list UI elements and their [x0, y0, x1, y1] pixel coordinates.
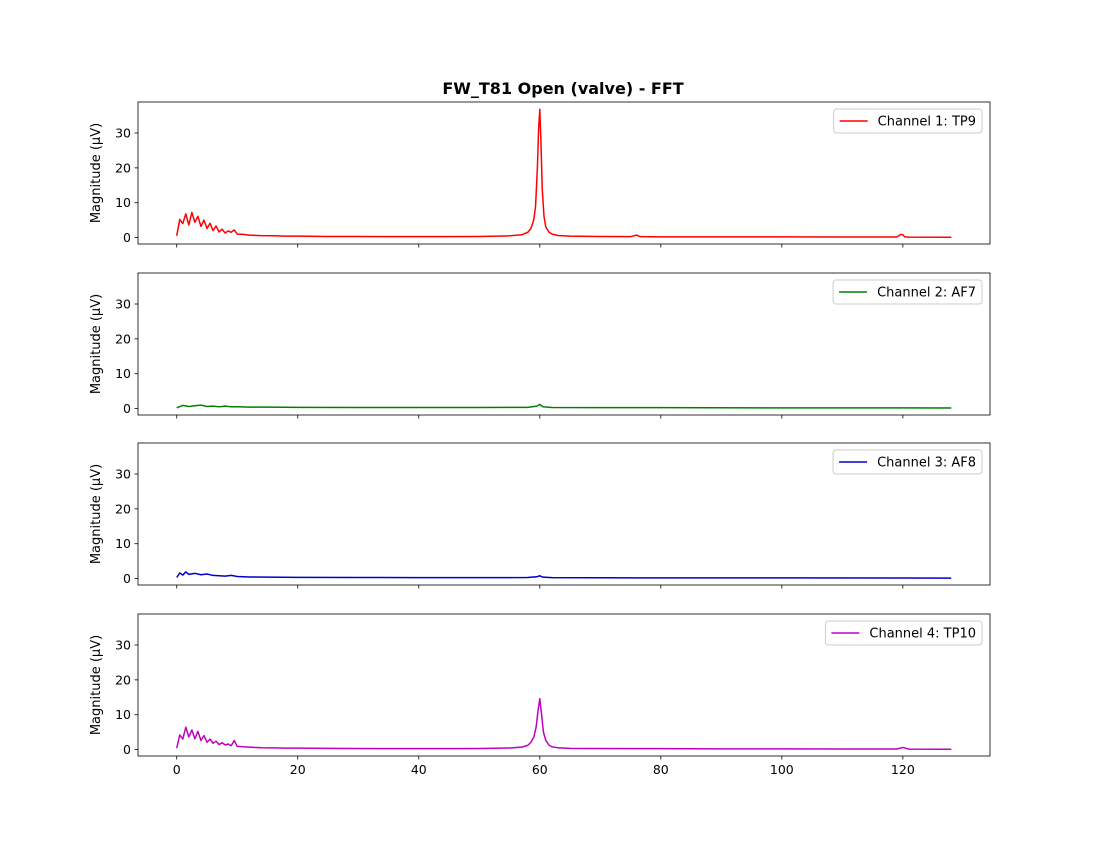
- panel-4: 0 10 20 30 0 20 40 60 80 100 120 Magnitude (μV) Chan…: [89, 613, 991, 777]
- axes-frame: [137, 442, 991, 586]
- legend-label: Channel 2: AF7: [877, 286, 976, 301]
- y-tick-label: 0: [123, 742, 131, 757]
- legend: Channel 2: AF7: [832, 279, 983, 305]
- series-line-channel-2: [176, 403, 952, 409]
- legend-box: [824, 620, 983, 646]
- legend-label: Channel 3: AF8: [877, 456, 976, 471]
- legend: Channel 4: TP10: [824, 620, 983, 646]
- legend-label: Channel 1: TP9: [878, 115, 976, 130]
- y-tick-label: 20: [115, 672, 131, 687]
- y-tick-label: 0: [123, 571, 131, 586]
- y-tick-label: 10: [115, 707, 131, 722]
- y-tick-label: 20: [115, 331, 131, 346]
- legend: Channel 1: TP9: [833, 108, 983, 134]
- legend-box: [833, 108, 983, 134]
- y-tick-label: 0: [123, 401, 131, 416]
- y-tick-label: 30: [115, 638, 131, 653]
- y-tick-label: 10: [115, 536, 131, 551]
- panel-3: 0 10 20 30 Magnitude (μV) Channel 3: AF8: [89, 442, 991, 589]
- x-tick-label: 120: [891, 762, 915, 777]
- y-axis-label: Magnitude (μV): [89, 123, 104, 223]
- y-axis-label: Magnitude (μV): [89, 294, 104, 394]
- x-tick-label: 100: [770, 762, 794, 777]
- series-line-channel-4: [175, 697, 952, 750]
- axes-frame: [137, 101, 991, 245]
- y-tick-label: 10: [115, 195, 131, 210]
- y-tick-label: 20: [115, 160, 131, 175]
- series-line-channel-3: [176, 571, 952, 579]
- y-axis-label: Magnitude (μV): [89, 635, 104, 735]
- panel-1: 0 10 20 30 Magnitude (μV) Channel 1: TP9: [89, 101, 991, 248]
- x-tick-label: 80: [653, 762, 669, 777]
- axes-frame: [137, 613, 991, 757]
- axes-frame: [137, 272, 991, 416]
- legend: Channel 3: AF8: [832, 449, 983, 475]
- legend-box: [832, 279, 983, 305]
- y-tick-label: 10: [115, 366, 131, 381]
- x-tick-label: 20: [290, 762, 306, 777]
- y-tick-label: 30: [115, 467, 131, 482]
- y-tick-label: 20: [115, 501, 131, 516]
- y-tick-label: 0: [123, 230, 131, 245]
- x-tick-label: 60: [532, 762, 548, 777]
- x-tick-label: 40: [411, 762, 427, 777]
- y-tick-label: 30: [115, 297, 131, 312]
- panels-group: 0 10 20 30 Magnitude (μV) Channel 1: TP9 0 10 20…: [89, 101, 991, 777]
- panel-2: 0 10 20 30 Magnitude (μV) Channel 2: AF7: [89, 272, 991, 419]
- chart-title: FW_T81 Open (valve) - FFT: [442, 79, 683, 98]
- legend-box: [832, 449, 983, 475]
- x-tick-label: 0: [173, 762, 181, 777]
- legend-label: Channel 4: TP10: [869, 627, 976, 642]
- series-line-channel-1: [175, 108, 952, 238]
- y-axis-label: Magnitude (μV): [89, 464, 104, 564]
- y-tick-label: 30: [115, 126, 131, 141]
